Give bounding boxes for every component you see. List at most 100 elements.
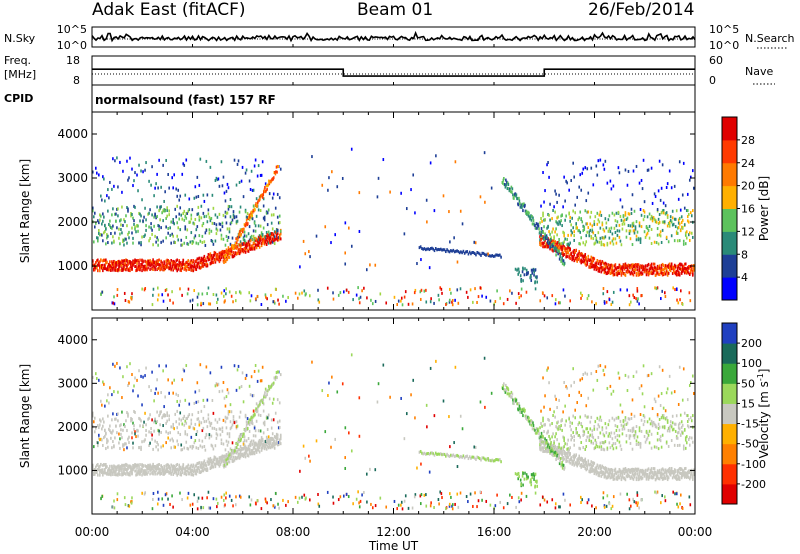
scatter-cell — [267, 435, 270, 439]
scatter-cell — [653, 473, 656, 477]
scatter-cell — [638, 181, 641, 185]
scatter-cell — [640, 272, 643, 276]
scatter-cell — [214, 462, 217, 466]
scatter-cell — [177, 264, 180, 268]
scatter-cell — [186, 469, 189, 473]
scatter-cell — [162, 209, 164, 213]
scatter-cell — [627, 473, 630, 477]
scatter-cell — [628, 417, 631, 421]
scatter-cell — [272, 213, 275, 217]
scatter-cell — [638, 265, 641, 269]
scatter-cell — [565, 455, 567, 459]
scatter-cell — [667, 221, 670, 225]
scatter-cell — [558, 238, 560, 242]
scatter-cell — [569, 257, 571, 261]
scatter-cell — [596, 259, 599, 263]
scatter-cell — [566, 386, 568, 390]
scatter-cell — [578, 229, 581, 233]
scatter-cell — [600, 243, 603, 247]
scatter-cell — [645, 233, 648, 237]
scatter-cell — [158, 263, 160, 267]
scatter-cell — [166, 463, 168, 467]
scatter-cell — [250, 234, 253, 238]
scatter-cell — [594, 215, 597, 219]
scatter-cell — [576, 459, 579, 463]
scatter-cell — [199, 266, 202, 270]
scatter-cell — [592, 256, 595, 260]
scatter-cell — [671, 265, 674, 269]
scatter-cell — [126, 263, 128, 267]
scatter-cell — [276, 192, 279, 196]
scatter-cell — [192, 426, 195, 430]
scatter-cell — [109, 386, 111, 390]
scatter-cell — [279, 442, 282, 446]
scatter-cell — [638, 268, 641, 272]
scatter-cell — [227, 204, 230, 208]
scatter-cell — [227, 207, 230, 211]
scatter-cell — [123, 238, 125, 242]
scatter-cell — [154, 262, 156, 266]
scatter-cell — [667, 240, 670, 244]
scatter-cell — [253, 238, 256, 242]
scatter-cell — [196, 257, 199, 261]
scatter-cell — [651, 421, 654, 425]
scatter-cell — [205, 159, 208, 163]
scatter-cell — [175, 468, 178, 472]
scatter-cell — [109, 468, 111, 472]
scatter-cell — [232, 459, 235, 463]
scatter-cell — [225, 458, 228, 462]
beam-label: Beam 01 — [357, 0, 434, 20]
scatter-cell — [151, 418, 153, 422]
scatter-cell — [640, 429, 643, 433]
scatter-cell — [540, 238, 542, 242]
scatter-cell — [192, 473, 195, 477]
scatter-cell — [683, 474, 686, 478]
scatter-cell — [612, 271, 615, 275]
scatter-cell — [657, 426, 660, 430]
scatter-cell — [265, 238, 268, 242]
scatter-cell — [270, 418, 273, 422]
scatter-cell — [114, 417, 116, 421]
scatter-cell — [135, 230, 137, 234]
scatter-cell — [557, 241, 559, 245]
scatter-cell — [151, 260, 153, 264]
scatter-cell — [562, 410, 564, 414]
scatter-cell — [190, 268, 193, 272]
scatter-cell — [691, 169, 694, 173]
scatter-cell — [589, 470, 592, 474]
scatter-cell — [586, 427, 589, 431]
scatter-cell — [568, 212, 570, 216]
scatter-cell — [585, 263, 588, 267]
scatter-cell — [114, 268, 116, 272]
scatter-cell — [160, 205, 162, 209]
scatter-cell — [256, 243, 259, 247]
scatter-cell — [648, 267, 651, 271]
scatter-cell — [631, 193, 634, 197]
scatter-cell — [654, 273, 657, 277]
scatter-cell — [639, 207, 642, 211]
scatter-cell — [97, 269, 99, 273]
scatter-cell — [566, 250, 568, 254]
scatter-cell — [177, 443, 180, 447]
scatter-cell — [243, 241, 246, 245]
scatter-cell — [597, 435, 600, 439]
scatter-cell — [126, 241, 128, 245]
scatter-cell — [681, 218, 684, 222]
scatter-cell — [687, 471, 690, 475]
scatter-cell — [202, 469, 205, 473]
scatter-cell — [145, 265, 147, 269]
scatter-cell — [141, 198, 143, 202]
scatter-cell — [266, 240, 269, 244]
scatter-cell — [539, 426, 541, 430]
scatter-cell — [131, 263, 133, 267]
scatter-cell — [275, 237, 278, 241]
scatter-cell — [271, 233, 274, 237]
scatter-cell — [589, 433, 592, 437]
scatter-cell — [103, 436, 105, 440]
scatter-cell — [270, 240, 273, 244]
scatter-cell — [236, 456, 239, 460]
scatter-cell — [126, 463, 128, 467]
scatter-cell — [121, 266, 123, 270]
scatter-cell — [135, 469, 137, 473]
scatter-cell — [588, 470, 591, 474]
